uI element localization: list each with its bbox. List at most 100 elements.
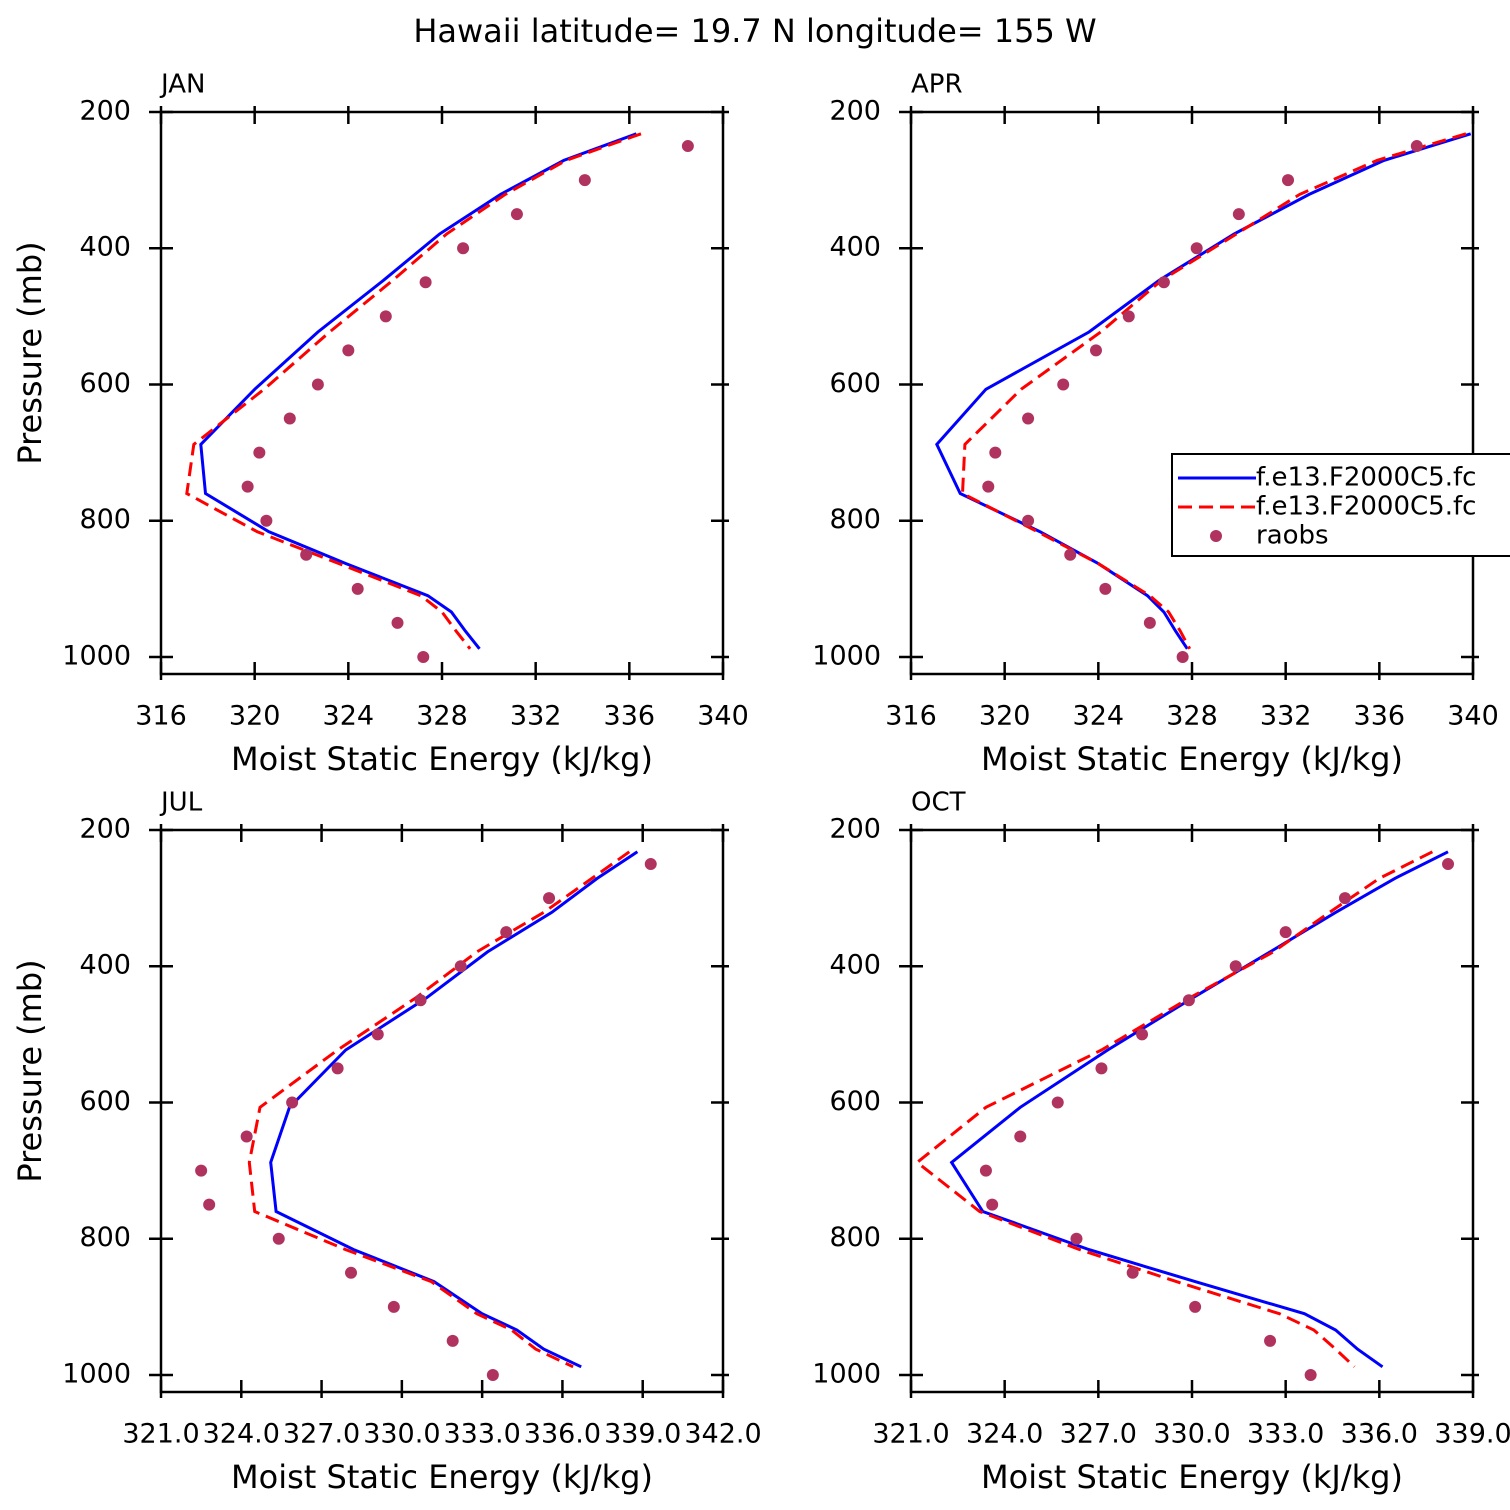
- x-tick-label: 320: [229, 701, 281, 732]
- x-tick-label: 320: [979, 701, 1031, 732]
- obs-point: [510, 208, 523, 221]
- y-tick-label: 800: [829, 1222, 881, 1253]
- panel: 321.0 324.0 327.0 330.0 333.0 336.0 339.0 342.0…: [11, 788, 762, 1497]
- x-tick-label: 336.0: [524, 1419, 601, 1450]
- x-axis-label: Moist Static Energy (kJ/kg): [981, 740, 1403, 778]
- obs-point: [986, 1198, 999, 1211]
- y-tick-label: 800: [79, 504, 131, 535]
- legend-label: f.e13.F2000C5.fc: [1256, 463, 1476, 493]
- y-tick-label: 800: [79, 1222, 131, 1253]
- obs-point: [1095, 1062, 1108, 1075]
- obs-point: [1176, 650, 1189, 663]
- profile-line: [935, 132, 1472, 650]
- obs-point: [681, 140, 694, 153]
- x-tick-label: 328: [1166, 701, 1218, 732]
- x-tick-label: 340: [697, 701, 749, 732]
- obs-point: [644, 858, 657, 871]
- obs-point: [1232, 208, 1245, 221]
- x-tick-label: 316: [885, 701, 937, 732]
- profile-line: [247, 850, 631, 1369]
- x-tick-label: 330.0: [1153, 1419, 1230, 1450]
- legend-dot: [1210, 530, 1222, 542]
- legend-label: f.e13.F2000C5.fc: [1256, 492, 1476, 522]
- x-tick-label: 327.0: [283, 1419, 360, 1450]
- y-tick-label: 400: [79, 950, 131, 981]
- obs-point: [1279, 926, 1292, 939]
- y-tick-label: 1000: [812, 1358, 881, 1389]
- panel: 316 320 324 328 332 336 340 200 400 600 800 1000 JAN…: [11, 70, 749, 779]
- x-tick-label: 324.0: [966, 1419, 1043, 1450]
- obs-point: [195, 1164, 208, 1177]
- obs-point: [979, 1164, 992, 1177]
- obs-point: [1143, 616, 1156, 629]
- obs-point: [391, 616, 404, 629]
- obs-point: [1122, 310, 1135, 323]
- panel-title: OCT: [911, 788, 966, 818]
- obs-point: [260, 514, 273, 527]
- y-tick-label: 600: [829, 368, 881, 399]
- obs-point: [342, 344, 355, 357]
- obs-point: [457, 242, 470, 255]
- figure-title: Hawaii latitude= 19.7 N longitude= 155 W: [413, 12, 1096, 50]
- y-tick-label: 1000: [62, 1358, 131, 1389]
- profile-line: [199, 132, 637, 650]
- y-tick-label: 1000: [62, 640, 131, 671]
- obs-point: [1022, 412, 1035, 425]
- panel-title: JUL: [159, 788, 203, 818]
- obs-point: [1189, 1300, 1202, 1313]
- obs-point: [240, 1130, 253, 1143]
- obs-point: [331, 1062, 344, 1075]
- obs-point: [1229, 960, 1242, 973]
- y-tick-label: 400: [829, 950, 881, 981]
- plot-frame: [909, 828, 1475, 1394]
- x-tick-label: 324: [323, 701, 375, 732]
- obs-point: [1070, 1232, 1083, 1245]
- obs-point: [417, 650, 430, 663]
- obs-point: [1136, 1028, 1149, 1041]
- obs-point: [414, 994, 427, 1007]
- x-tick-label: 324: [1073, 701, 1125, 732]
- y-tick-label: 600: [79, 1086, 131, 1117]
- y-tick-label: 200: [79, 96, 131, 127]
- obs-point: [1282, 174, 1295, 187]
- profile-line: [269, 850, 639, 1369]
- legend-box: [1171, 453, 1510, 557]
- obs-point: [203, 1198, 216, 1211]
- obs-point: [1014, 1130, 1027, 1143]
- obs-point: [543, 892, 556, 905]
- obs-point: [454, 960, 467, 973]
- profile-line: [960, 132, 1467, 650]
- obs-point: [486, 1368, 499, 1381]
- x-tick-label: 324.0: [203, 1419, 280, 1450]
- obs-point: [1442, 858, 1455, 871]
- obs-point: [379, 310, 392, 323]
- plot-frame: [159, 110, 725, 676]
- obs-point: [286, 1096, 299, 1109]
- obs-point: [1410, 140, 1423, 153]
- obs-point: [351, 582, 364, 595]
- obs-point: [500, 926, 513, 939]
- obs-point: [371, 1028, 384, 1041]
- panel: 316 320 324 328 332 336 340 200 400 600 800 1000 APR…: [812, 70, 1498, 779]
- profile-line: [949, 850, 1449, 1369]
- plot-frame: [909, 110, 1475, 676]
- obs-point: [1338, 892, 1351, 905]
- x-axis-label: Moist Static Energy (kJ/kg): [231, 1458, 653, 1496]
- x-tick-label: 342.0: [684, 1419, 761, 1450]
- obs-point: [419, 276, 432, 289]
- obs-point: [253, 446, 266, 459]
- obs-point: [982, 480, 995, 493]
- x-tick-label: 336: [1354, 701, 1406, 732]
- x-tick-label: 321.0: [872, 1419, 949, 1450]
- y-tick-label: 400: [829, 232, 881, 263]
- obs-point: [1057, 378, 1070, 391]
- x-tick-label: 340: [1447, 701, 1499, 732]
- x-tick-label: 321.0: [122, 1419, 199, 1450]
- x-tick-label: 332: [1260, 701, 1312, 732]
- y-tick-label: 800: [829, 504, 881, 535]
- legend-label: raobs: [1256, 521, 1329, 551]
- x-tick-label: 333.0: [1247, 1419, 1324, 1450]
- obs-point: [345, 1266, 358, 1279]
